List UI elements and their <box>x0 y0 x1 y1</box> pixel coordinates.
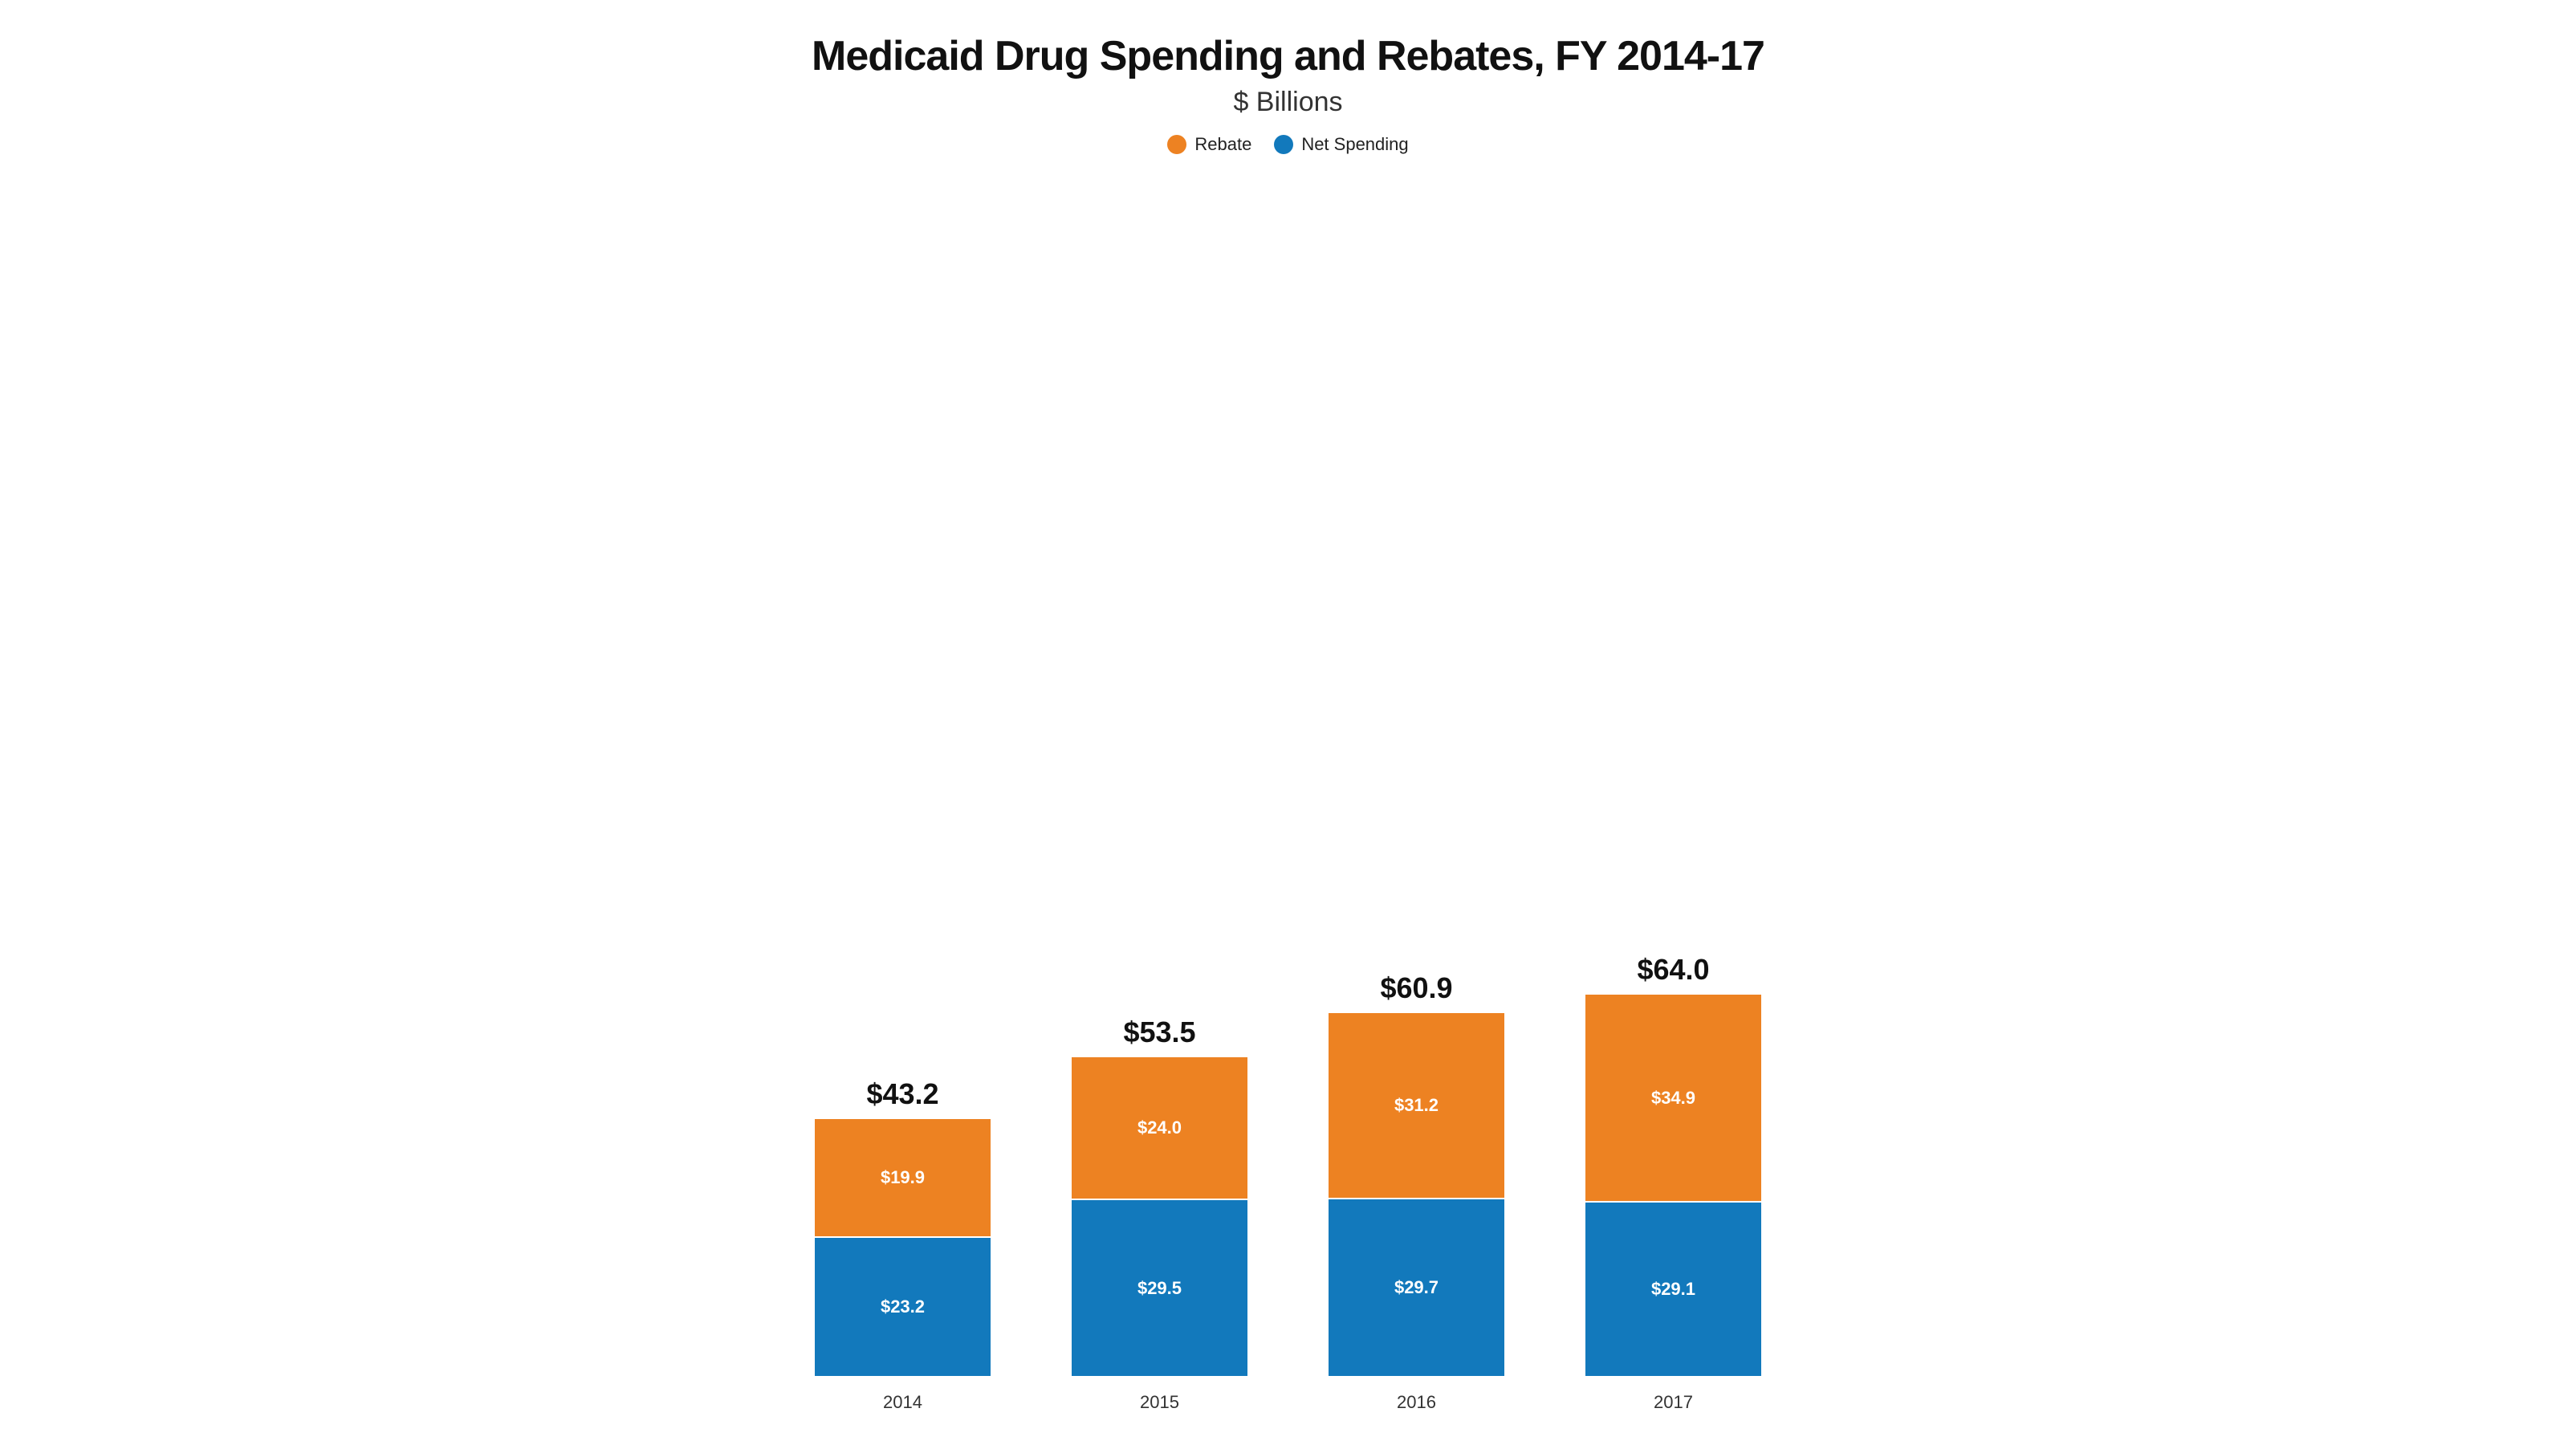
legend-label-rebate: Rebate <box>1194 134 1251 155</box>
bar-group: $60.9 $31.2 $29.7 2016 <box>1304 971 1530 1413</box>
bar-total-label: $64.0 <box>1637 953 1709 987</box>
bar-category-label: 2014 <box>883 1392 922 1413</box>
chart-title: Medicaid Drug Spending and Rebates, FY 2… <box>812 32 1764 80</box>
bar-segment-rebate-label: $19.9 <box>881 1167 925 1188</box>
bar-total-label: $60.9 <box>1380 971 1452 1005</box>
legend-swatch-rebate <box>1167 135 1186 154</box>
chart-subtitle: $ Billions <box>1233 87 1342 118</box>
bar-group: $64.0 $34.9 $29.1 2017 <box>1561 953 1787 1413</box>
bar-total-label: $43.2 <box>866 1077 938 1111</box>
legend-swatch-net-spending <box>1274 135 1293 154</box>
bar-segment-rebate-label: $24.0 <box>1137 1117 1182 1138</box>
bar-segment-net-spending-label: $29.1 <box>1651 1279 1695 1300</box>
bar-segment-rebate: $24.0 <box>1072 1057 1248 1200</box>
bar-stack: $24.0 $29.5 <box>1072 1057 1248 1376</box>
legend-label-net-spending: Net Spending <box>1301 134 1408 155</box>
bar-stack: $31.2 $29.7 <box>1329 1013 1505 1376</box>
bar-segment-rebate: $34.9 <box>1585 995 1762 1203</box>
bar-segment-rebate: $31.2 <box>1329 1013 1505 1199</box>
bar-segment-net-spending-label: $23.2 <box>881 1296 925 1317</box>
bar-stack: $34.9 $29.1 <box>1585 995 1762 1376</box>
bar-category-label: 2015 <box>1140 1392 1179 1413</box>
bar-segment-net-spending: $29.5 <box>1072 1200 1248 1376</box>
legend-item-rebate: Rebate <box>1167 134 1251 155</box>
chart-plot-area: $43.2 $19.9 $23.2 2014 $53.5 $24.0 $29.5 2015 $6… <box>767 171 1810 1413</box>
bar-segment-net-spending: $29.7 <box>1329 1199 1505 1376</box>
bar-stack: $19.9 $23.2 <box>815 1119 991 1376</box>
bar-category-label: 2016 <box>1397 1392 1436 1413</box>
bar-segment-net-spending: $29.1 <box>1585 1203 1762 1376</box>
bar-group: $43.2 $19.9 $23.2 2014 <box>790 1077 1016 1413</box>
bar-total-label: $53.5 <box>1123 1016 1195 1049</box>
bar-segment-net-spending: $23.2 <box>815 1238 991 1376</box>
bar-segment-net-spending-label: $29.5 <box>1137 1278 1182 1299</box>
bar-category-label: 2017 <box>1654 1392 1693 1413</box>
bar-segment-rebate-label: $31.2 <box>1394 1095 1439 1116</box>
chart-legend: Rebate Net Spending <box>1167 134 1408 155</box>
legend-item-net-spending: Net Spending <box>1274 134 1408 155</box>
bar-segment-rebate: $19.9 <box>815 1119 991 1238</box>
bar-segment-rebate-label: $34.9 <box>1651 1088 1695 1109</box>
bar-group: $53.5 $24.0 $29.5 2015 <box>1047 1016 1273 1413</box>
bar-segment-net-spending-label: $29.7 <box>1394 1277 1439 1298</box>
